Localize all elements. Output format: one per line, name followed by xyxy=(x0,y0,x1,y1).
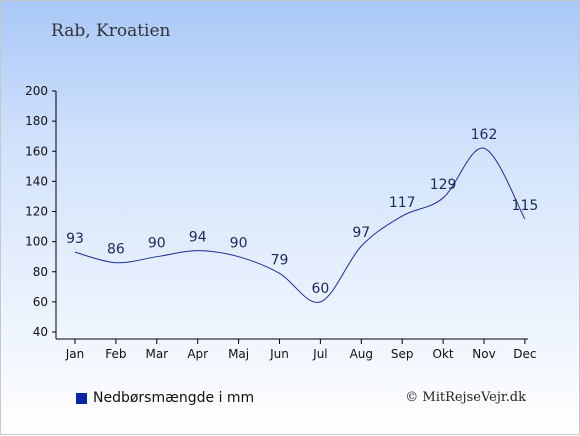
x-tick-label: Jul xyxy=(312,347,327,361)
data-label: 86 xyxy=(107,242,125,258)
data-label: 94 xyxy=(189,230,207,246)
x-tick-label: Apr xyxy=(187,347,208,361)
x-tick-label: Feb xyxy=(105,347,126,361)
data-label: 162 xyxy=(471,127,498,143)
x-tick-label: Aug xyxy=(350,347,373,361)
legend-swatch xyxy=(76,392,87,404)
y-tick-label: 160 xyxy=(25,144,48,158)
y-tick-label: 120 xyxy=(25,205,48,219)
data-label: 115 xyxy=(512,198,539,214)
data-label: 129 xyxy=(430,177,457,193)
y-tick-label: 100 xyxy=(25,235,48,249)
x-tick-label: Sep xyxy=(391,347,414,361)
data-label: 117 xyxy=(389,195,416,211)
series-line xyxy=(74,147,526,303)
x-tick-label: Jun xyxy=(269,347,289,361)
x-tick-label: Dec xyxy=(513,347,536,361)
y-tick-label: 180 xyxy=(25,114,48,128)
legend-label: Nedbørsmængde i mm xyxy=(93,390,255,406)
y-tick-label: 40 xyxy=(33,325,48,339)
x-tick-label: Okt xyxy=(433,347,454,361)
data-label: 90 xyxy=(148,236,166,252)
data-label: 93 xyxy=(66,231,84,247)
legend: Nedbørsmængde i mm xyxy=(76,390,254,406)
data-label: 79 xyxy=(271,252,289,268)
x-tick-label: Nov xyxy=(472,347,495,361)
y-tick-label: 140 xyxy=(25,174,48,188)
y-tick-label: 60 xyxy=(33,295,48,309)
x-tick-label: Mar xyxy=(145,347,168,361)
chart-title: Rab, Kroatien xyxy=(51,21,171,41)
data-label: 97 xyxy=(352,225,370,241)
copyright-text: © MitRejseVejr.dk xyxy=(405,390,526,405)
y-tick-label: 80 xyxy=(33,265,48,279)
y-tick-label: 200 xyxy=(25,84,48,98)
x-tick-label: Jan xyxy=(65,347,85,361)
x-tick-label: Maj xyxy=(228,347,249,361)
data-label: 60 xyxy=(311,281,329,297)
data-label: 90 xyxy=(230,236,248,252)
